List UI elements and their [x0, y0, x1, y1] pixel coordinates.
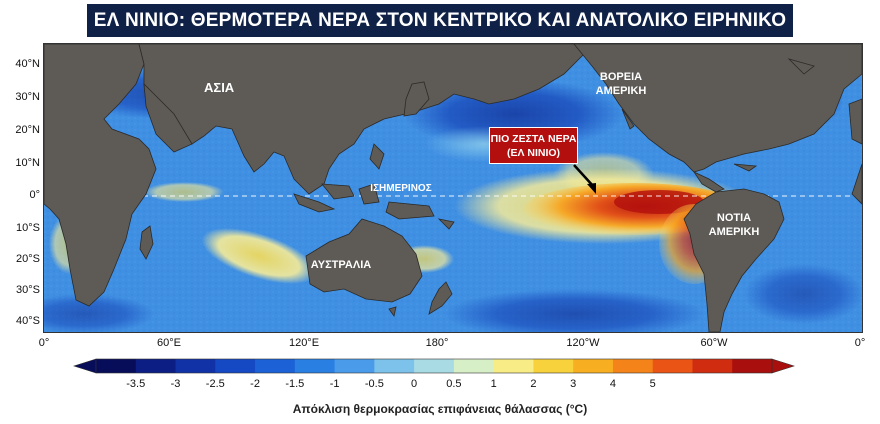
label-australia: ΑΥΣΤΡΑΛΙΑ	[311, 259, 371, 271]
lat-label-30n: 30°N	[15, 91, 40, 103]
lat-label-20s: 20°S	[16, 253, 40, 265]
lat-label-10n: 10°N	[15, 157, 40, 169]
lon-label-0-east: 0°	[854, 337, 866, 349]
colorbar-segment	[732, 359, 773, 373]
colorbar-segment	[493, 359, 534, 373]
colorbar-segment	[96, 359, 137, 373]
colorbar-segment	[453, 359, 495, 373]
lat-label-0: 0°	[29, 189, 40, 201]
colorbar-segment	[334, 359, 375, 373]
africa-landmass	[43, 43, 157, 307]
label-equator: ΙΣΗΜΕΡΙΝΟΣ	[370, 183, 431, 194]
australia-landmass	[305, 218, 423, 303]
colorbar-tick-label: -2.5	[205, 378, 225, 390]
colorbar-tick-label: 4	[609, 378, 616, 390]
colorbar-segment	[255, 359, 296, 373]
colorbar-tick-label: -2	[250, 378, 260, 390]
colorbar-segment	[414, 359, 455, 373]
callout-line-1: ΠΙΟ ΖΕΣΤΑ ΝΕΡΑ	[490, 132, 577, 145]
map-canvas: ΑΣΙΑ ΒΟΡΕΙΑ ΑΜΕΡΙΚΗ ΝΟΤΙΑ ΑΜΕΡΙΚΗ ΑΥΣΤΡΑ…	[14, 43, 864, 339]
colorbar	[73, 358, 795, 374]
colorbar-tick-label: 1	[490, 378, 497, 390]
colorbar-segment	[374, 359, 415, 373]
colorbar-arrow-right	[771, 358, 795, 374]
colorbar-tick-label: -3	[170, 378, 181, 390]
lon-label-0-west: 0°	[38, 337, 50, 349]
lat-label-30s: 30°S	[16, 284, 40, 296]
page-title: ΕΛ ΝΙΝΙΟ: ΘΕΡΜΟΤΕΡΑ ΝΕΡΑ ΣΤΟΝ ΚΕΝΤΡΙΚΟ Κ…	[87, 4, 793, 37]
colorbar-segment	[652, 359, 693, 373]
lat-label-40n: 40°N	[15, 58, 40, 70]
colorbar-segment	[612, 359, 654, 373]
colorbar-arrow-left	[73, 358, 97, 374]
lat-label-10s: 10°S	[16, 222, 40, 234]
el-nino-callout: ΠΙΟ ΖΕΣΤΑ ΝΕΡΑ (ΕΛ ΝΙΝΙΟ)	[489, 127, 578, 164]
label-south-america-line1: ΝΟΤΙΑ	[717, 212, 751, 224]
lon-label-120w: 120°W	[566, 337, 600, 349]
callout-arrow	[573, 164, 595, 188]
colorbar-tick-label: -1.5	[285, 378, 305, 390]
colorbar-tick-label: 3	[570, 378, 577, 390]
label-asia: ΑΣΙΑ	[204, 80, 235, 95]
south-america-landmass	[683, 188, 785, 333]
lat-label-20n: 20°N	[15, 124, 40, 136]
colorbar-segment	[692, 359, 733, 373]
lon-label-60w: 60°W	[700, 337, 728, 349]
north-america-landmass	[573, 43, 863, 173]
label-south-america-line2: ΑΜΕΡΙΚΗ	[709, 226, 760, 238]
colorbar-tick-label: 2	[530, 378, 537, 390]
colorbar-tick-label: 0	[411, 378, 418, 390]
colorbar-segment	[175, 359, 216, 373]
label-north-america-line1: ΒΟΡΕΙΑ	[600, 71, 642, 83]
colorbar-segment	[573, 359, 614, 373]
colorbar-segment	[294, 359, 336, 373]
colorbar-tick-label: 5	[649, 378, 656, 390]
colorbar-tick-label: -0.5	[364, 378, 384, 390]
lon-label-60e: 60°E	[157, 337, 181, 349]
label-north-america-line2: ΑΜΕΡΙΚΗ	[596, 85, 647, 97]
lon-label-180: 180°	[425, 337, 449, 349]
colorbar-tick-label: -1	[329, 378, 340, 390]
callout-line-2: (ΕΛ ΝΙΝΙΟ)	[506, 146, 561, 159]
colorbar-segment	[533, 359, 574, 373]
lat-label-40s: 40°S	[16, 315, 40, 327]
colorbar-segment	[135, 359, 177, 373]
lon-label-120e: 120°E	[288, 337, 320, 349]
land-masses	[43, 43, 863, 333]
colorbar-tick-label: 0.5	[446, 378, 462, 390]
colorbar-tick-label: -3.5	[126, 378, 146, 390]
colorbar-label: Απόκλιση θερμοκρασίας επιφάνειας θάλασσα…	[292, 402, 588, 416]
colorbar-segment	[215, 359, 256, 373]
sst-anomaly-map: ΑΣΙΑ ΒΟΡΕΙΑ ΑΜΕΡΙΚΗ ΝΟΤΙΑ ΑΜΕΡΙΚΗ ΑΥΣΤΡΑ…	[14, 43, 864, 339]
